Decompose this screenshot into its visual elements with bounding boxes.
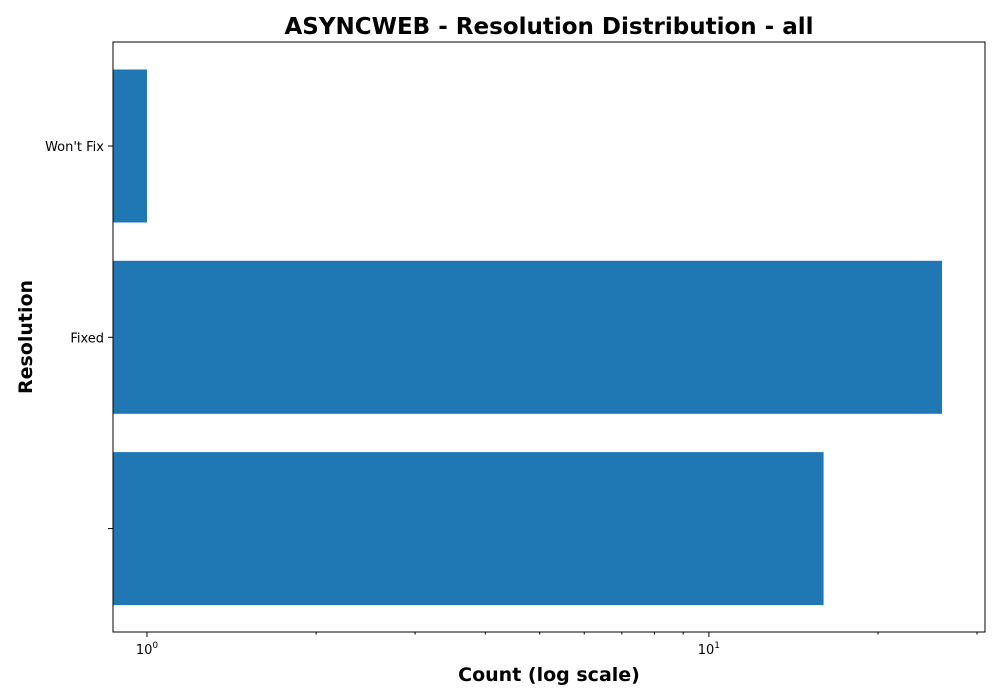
bar-unlabeled <box>113 452 824 606</box>
y-axis-ticks: Won't Fix Fixed <box>45 140 113 530</box>
x-axis-label: Count (log scale) <box>458 664 640 686</box>
y-tick-label: Won't Fix <box>45 140 104 155</box>
y-axis-label: Resolution <box>15 280 37 394</box>
chart-title: ASYNCWEB - Resolution Distribution - all <box>284 14 813 40</box>
x-axis-ticks: 100 101 <box>136 632 978 658</box>
plot-area <box>112 41 986 633</box>
x-tick-label: 101 <box>698 641 720 658</box>
bar-won-t-fix <box>113 69 147 223</box>
x-tick-label: 100 <box>136 641 159 658</box>
bar-fixed <box>113 260 943 414</box>
y-tick-label: Fixed <box>70 331 104 346</box>
